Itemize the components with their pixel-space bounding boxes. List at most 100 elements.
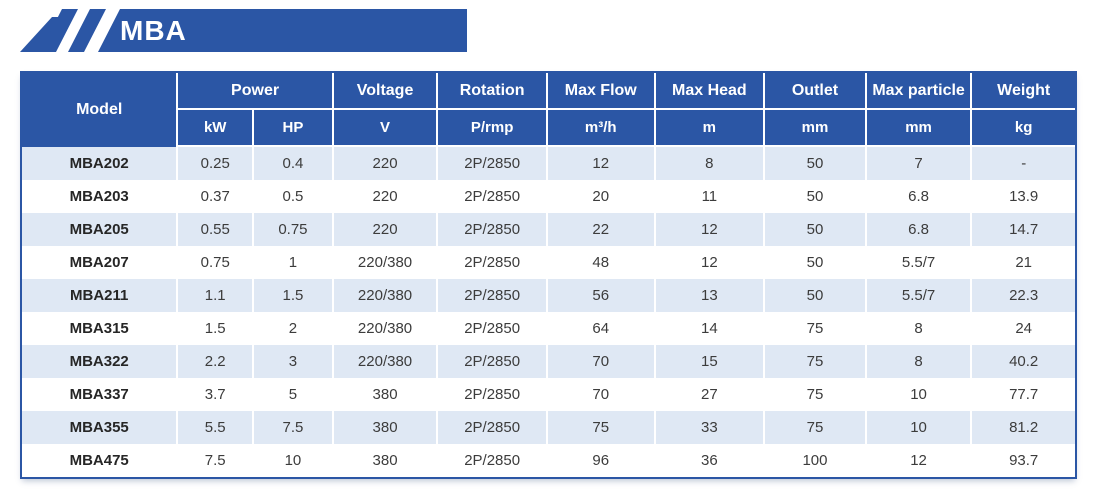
table-cell: 10 xyxy=(866,378,973,411)
column-header-max-flow: Max Flow xyxy=(547,73,656,110)
table-cell: 13 xyxy=(655,279,766,312)
table-cell: 12 xyxy=(655,213,766,246)
table-cell: 50 xyxy=(765,147,867,180)
model-cell: MBA337 xyxy=(22,378,179,411)
table-cell: 64 xyxy=(547,312,656,345)
table-cell: 22.3 xyxy=(972,279,1075,312)
table-cell: 14.7 xyxy=(972,213,1075,246)
table-cell: 3 xyxy=(254,345,334,378)
table-cell: 50 xyxy=(765,180,867,213)
table-cell: 1.1 xyxy=(178,279,255,312)
table-cell: 2P/2850 xyxy=(438,279,548,312)
unit-p-rmp: P/rmp xyxy=(438,110,548,147)
table-cell: 10 xyxy=(254,444,334,477)
table-cell: 20 xyxy=(547,180,656,213)
table-cell: 50 xyxy=(765,279,867,312)
table-cell: 8 xyxy=(866,312,973,345)
model-cell: MBA322 xyxy=(22,345,179,378)
table-cell: 3.7 xyxy=(178,378,255,411)
column-header-outlet: Outlet xyxy=(765,73,867,110)
model-cell: MBA211 xyxy=(22,279,179,312)
table-cell: 75 xyxy=(765,345,867,378)
table-cell: 75 xyxy=(765,411,867,444)
table-cell: 2.2 xyxy=(178,345,255,378)
table-cell: 5.5/7 xyxy=(866,246,973,279)
table-cell: 2P/2850 xyxy=(438,147,548,180)
spec-table: Model Power Voltage Rotation Max Flow Ma… xyxy=(20,71,1077,479)
table-cell: 380 xyxy=(333,378,439,411)
table-cell: 0.37 xyxy=(178,180,255,213)
column-header-weight: Weight xyxy=(972,73,1075,110)
table-cell: 81.2 xyxy=(972,411,1075,444)
table-cell: 48 xyxy=(547,246,656,279)
table-cell: 2P/2850 xyxy=(438,444,548,477)
table-cell: 7 xyxy=(866,147,973,180)
header-group-row: Model Power Voltage Rotation Max Flow Ma… xyxy=(22,73,1075,147)
table-cell: 96 xyxy=(547,444,656,477)
table-cell: 36 xyxy=(655,444,766,477)
table-cell: 220/380 xyxy=(333,345,439,378)
table-cell: 8 xyxy=(866,345,973,378)
table-cell: 2P/2850 xyxy=(438,180,548,213)
table-cell: 2P/2850 xyxy=(438,312,548,345)
column-header-max-head: Max Head xyxy=(655,73,766,110)
unit-kg: kg xyxy=(972,110,1075,147)
table-row: MBA207 0.75 1 220/380 2P/2850 48 12 50 5.5/7 21 xyxy=(22,246,1075,279)
slashes-icon xyxy=(20,9,467,52)
table-cell: 0.75 xyxy=(178,246,255,279)
table-cell: 70 xyxy=(547,378,656,411)
table-row: MBA205 0.55 0.75 220 2P/2850 22 12 50 6.8 14.7 xyxy=(22,213,1075,246)
table-row: MBA355 5.5 7.5 380 2P/2850 75 33 75 10 81.2 xyxy=(22,411,1075,444)
table-cell: 27 xyxy=(655,378,766,411)
unit-v: V xyxy=(333,110,439,147)
table-cell: 0.25 xyxy=(178,147,255,180)
table-cell: 0.55 xyxy=(178,213,255,246)
table-cell: 1.5 xyxy=(178,312,255,345)
model-cell: MBA203 xyxy=(22,180,179,213)
table-cell: 50 xyxy=(765,213,867,246)
table-cell: 380 xyxy=(333,444,439,477)
table-cell: 0.4 xyxy=(254,147,334,180)
unit-m3h: m³/h xyxy=(547,110,656,147)
table-cell: 8 xyxy=(655,147,766,180)
table-cell: 2 xyxy=(254,312,334,345)
table-cell: 75 xyxy=(765,312,867,345)
column-header-rotation: Rotation xyxy=(438,73,548,110)
table-cell: 5 xyxy=(254,378,334,411)
table-cell: 70 xyxy=(547,345,656,378)
table-cell: 22 xyxy=(547,213,656,246)
table-cell: 13.9 xyxy=(972,180,1075,213)
table-cell: 56 xyxy=(547,279,656,312)
column-header-max-particle: Max particle xyxy=(866,73,973,110)
table-cell: 1 xyxy=(254,246,334,279)
table-cell: 2P/2850 xyxy=(438,378,548,411)
table-cell: 40.2 xyxy=(972,345,1075,378)
model-cell: MBA205 xyxy=(22,213,179,246)
table-row: MBA203 0.37 0.5 220 2P/2850 20 11 50 6.8 13.9 xyxy=(22,180,1075,213)
table-cell: 5.5/7 xyxy=(866,279,973,312)
table-row: MBA475 7.5 10 380 2P/2850 96 36 100 12 93.7 xyxy=(22,444,1075,477)
model-cell: MBA207 xyxy=(22,246,179,279)
table-cell: 2P/2850 xyxy=(438,345,548,378)
table-cell: 75 xyxy=(547,411,656,444)
table-cell: 5.5 xyxy=(178,411,255,444)
table-cell: 0.75 xyxy=(254,213,334,246)
table-cell: 220/380 xyxy=(333,312,439,345)
unit-outlet-mm: mm xyxy=(765,110,867,147)
column-header-power: Power xyxy=(178,73,334,110)
table-cell: 50 xyxy=(765,246,867,279)
table-row: MBA322 2.2 3 220/380 2P/2850 70 15 75 8 40.2 xyxy=(22,345,1075,378)
table-cell: 6.8 xyxy=(866,213,973,246)
table-cell: 7.5 xyxy=(178,444,255,477)
table-row: MBA315 1.5 2 220/380 2P/2850 64 14 75 8 24 xyxy=(22,312,1075,345)
table-cell: 10 xyxy=(866,411,973,444)
table-cell: 14 xyxy=(655,312,766,345)
table-cell: 220 xyxy=(333,180,439,213)
table-cell: 220/380 xyxy=(333,279,439,312)
table-cell: 93.7 xyxy=(972,444,1075,477)
header-units-row: kW HP V P/rmp m³/h m mm mm kg xyxy=(22,110,1075,147)
table-cell: 12 xyxy=(866,444,973,477)
table-cell: 2P/2850 xyxy=(438,411,548,444)
table-cell: 11 xyxy=(655,180,766,213)
table-cell: 100 xyxy=(765,444,867,477)
